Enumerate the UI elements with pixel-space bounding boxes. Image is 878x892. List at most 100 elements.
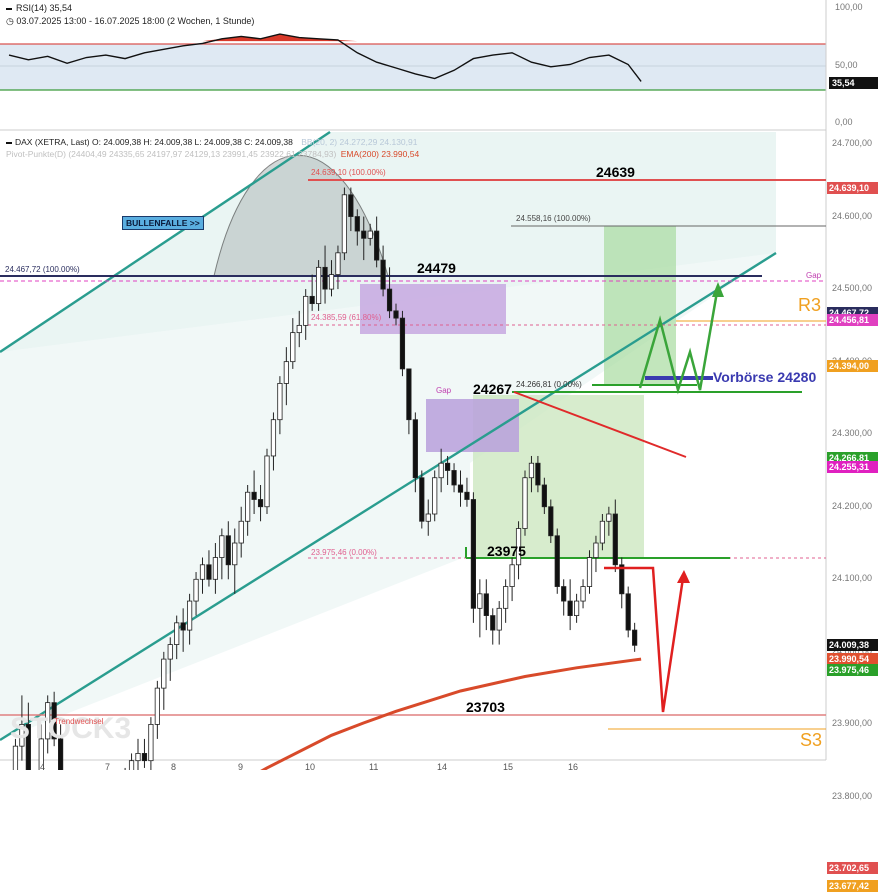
rsi-line — [8, 33, 642, 82]
candle-body — [277, 383, 283, 421]
x-tick-label: 10 — [305, 762, 316, 772]
bullish-scenario-path — [638, 285, 720, 395]
candle-body — [528, 462, 535, 479]
rsi-overbought-fill — [9, 34, 642, 42]
label-24479: 24479 — [417, 260, 456, 276]
main-subheader: Pivot-Punkte(D) (24404,49 24335,65 24197… — [6, 149, 419, 159]
candle-body — [367, 230, 373, 239]
x-tick-label: 9 — [238, 762, 244, 772]
price-tag: 23.975,46 — [827, 663, 878, 676]
x-tick-label: 7 — [105, 762, 111, 772]
candle-body — [341, 194, 348, 254]
x-tick-label: 15 — [503, 762, 514, 772]
candle-body — [503, 586, 509, 609]
candle-body — [541, 484, 547, 508]
bearish-arrow-head — [677, 570, 690, 583]
y-tick-label: 23.800,00 — [832, 791, 873, 801]
candle-body — [180, 622, 186, 631]
y-tick-label: 24.600,00 — [832, 210, 873, 221]
rsi-tick-0: 0,00 — [835, 117, 853, 127]
candle-body — [19, 724, 25, 747]
candle-body — [444, 462, 451, 471]
gap-zone-1 — [360, 284, 506, 334]
candle-body — [412, 419, 418, 479]
candle-body — [554, 535, 560, 587]
rsi-date-range: ◷ 03.07.2025 13:00 - 16.07.2025 18:00 (2… — [6, 16, 254, 27]
fib-24385: 24.385,59 (61.80%) — [311, 313, 382, 322]
candle-body — [612, 513, 618, 566]
candle-body — [212, 557, 218, 580]
trendwechsel-label: Trendwechsel — [54, 717, 104, 726]
fib-23975: 23.975,46 (0.00%) — [311, 548, 377, 557]
candle-body — [599, 520, 606, 544]
candle-body — [393, 310, 399, 319]
candle-body — [548, 506, 554, 537]
candle-body — [186, 600, 193, 631]
candle-body — [606, 513, 612, 522]
candle-body — [509, 564, 515, 587]
candle-body — [451, 470, 457, 486]
chart-svg: STOCK3 — [0, 0, 827, 870]
candle-body — [309, 295, 315, 305]
candle-body — [561, 586, 567, 602]
price-tag: 24.255,31 — [827, 460, 878, 473]
candle-body — [335, 252, 341, 275]
fib-24558: 24.558,16 (100.00%) — [516, 214, 591, 223]
candle-body — [245, 491, 251, 522]
main-header-text: DAX (XETRA, Last) O: 24.009,38 H: 24.009… — [15, 137, 293, 147]
x-tick-label: 16 — [568, 762, 579, 772]
candle-body — [619, 564, 625, 595]
candle-body — [257, 499, 264, 508]
candle-body — [303, 295, 309, 326]
candle-body — [296, 324, 302, 334]
candle-body — [535, 462, 541, 486]
candle-body — [522, 477, 528, 529]
y-tick-label: 24.100,00 — [832, 573, 873, 584]
watermark: STOCK3 — [10, 712, 131, 745]
y-tick-label: 23.900,00 — [832, 718, 873, 729]
candle-body — [174, 622, 180, 645]
candle-body — [374, 230, 380, 261]
candle-body — [148, 724, 154, 762]
clock-icon: ◷ — [6, 16, 14, 26]
candle-body — [199, 564, 206, 580]
x-tick-label: 8 — [171, 762, 177, 772]
candle-body — [419, 477, 425, 522]
candle-body — [574, 600, 580, 616]
candle-body — [219, 535, 225, 558]
gap-label-2: Gap — [436, 386, 452, 395]
pivot-legend: Pivot-Punkte(D) (24404,49 24335,65 24197… — [6, 149, 337, 159]
candle-body — [322, 266, 328, 290]
candle-body — [425, 513, 431, 522]
rsi-date-range-text: 03.07.2025 13:00 - 16.07.2025 18:00 (2 W… — [16, 16, 255, 26]
rsi-band — [0, 44, 826, 90]
candle-body — [206, 564, 212, 580]
main-header: DAX (XETRA, Last) O: 24.009,38 H: 24.009… — [6, 137, 417, 147]
label-24267: 24267 — [473, 381, 512, 397]
candle-body — [283, 361, 289, 384]
channel-area — [0, 132, 776, 352]
fib-24467: 24.467,72 (100.00%) — [5, 265, 80, 274]
candle-body — [154, 687, 160, 725]
candle-body — [232, 542, 238, 566]
candle-body — [193, 578, 199, 602]
candle-body — [632, 629, 638, 646]
ema-legend: EMA(200) 23.990,54 — [340, 149, 420, 159]
price-tag: 24.456,81 — [827, 314, 878, 327]
green-target-zone — [604, 226, 676, 386]
candle-body — [12, 745, 19, 791]
candle-body — [264, 455, 270, 508]
channel-lower-line — [0, 251, 777, 742]
y-tick-label: 24.300,00 — [832, 428, 873, 439]
candle-body — [399, 317, 406, 370]
y-tick-label: 24.700,00 — [832, 138, 873, 148]
candle-body — [315, 266, 322, 305]
rsi-title: RSI(14) 35,54 — [6, 3, 72, 13]
price-tag: 24.394,00 — [827, 360, 878, 372]
x-tick-label: 14 — [437, 762, 448, 772]
candle-body — [161, 658, 167, 689]
candle-body — [580, 586, 586, 602]
rsi-tick-100: 100,00 — [835, 2, 863, 12]
bb-legend: BB(20, 2) 24.272,29 24.130,91 — [301, 137, 418, 147]
